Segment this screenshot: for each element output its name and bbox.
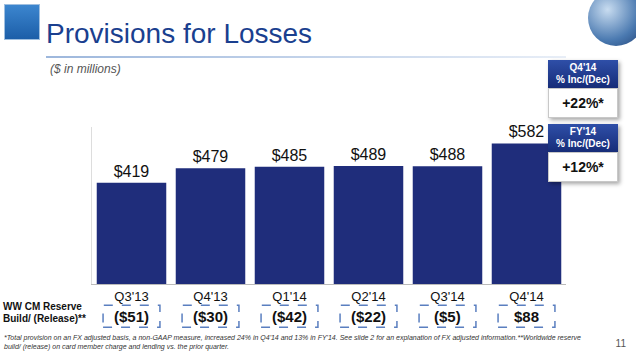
svg-text:Q4'14: Q4'14: [509, 289, 543, 304]
svg-text:Q1'14: Q1'14: [272, 289, 306, 304]
html-text:WW CM Reserve Build/ (Release): WW CM Reserve Build/ (Release)**: [3, 301, 86, 324]
html-text:FY'14: FY'14: [569, 126, 597, 137]
svg-text:($42): ($42): [272, 308, 307, 325]
svg-text:Q4'13: Q4'13: [193, 289, 227, 304]
html-text:+12%*: +12%*: [562, 159, 604, 175]
svg-text:($5): ($5): [434, 308, 461, 325]
svg-text:$419: $419: [114, 163, 150, 180]
html-text:% Inc/(Dec): % Inc/(Dec): [556, 74, 610, 85]
svg-text:$88: $88: [514, 308, 539, 325]
svg-text:Q3'14: Q3'14: [430, 289, 464, 304]
svg-text:$489: $489: [351, 146, 387, 163]
svg-text:Q3'13: Q3'13: [114, 289, 148, 304]
svg-text:Q2'14: Q2'14: [351, 289, 385, 304]
svg-text:$479: $479: [193, 148, 229, 165]
html-text:+22%*: +22%*: [562, 95, 604, 111]
svg-text:$582: $582: [509, 123, 545, 140]
svg-text:$488: $488: [430, 146, 466, 163]
html-text:Q4'14: Q4'14: [569, 62, 597, 73]
html-text:Provisions for Losses: Provisions for Losses: [46, 18, 313, 49]
svg-text:$485: $485: [272, 147, 308, 164]
svg-text:($30): ($30): [193, 308, 228, 325]
svg-text:($22): ($22): [351, 308, 386, 325]
svg-text:($51): ($51): [114, 308, 149, 325]
html-text:% Inc/(Dec): % Inc/(Dec): [556, 138, 610, 149]
html-text:*Total provision on an FX adju: *Total provision on an FX adjusted basis…: [4, 334, 581, 350]
html-text:11: 11: [615, 338, 626, 349]
html-text:($ in millions): ($ in millions): [50, 62, 121, 76]
